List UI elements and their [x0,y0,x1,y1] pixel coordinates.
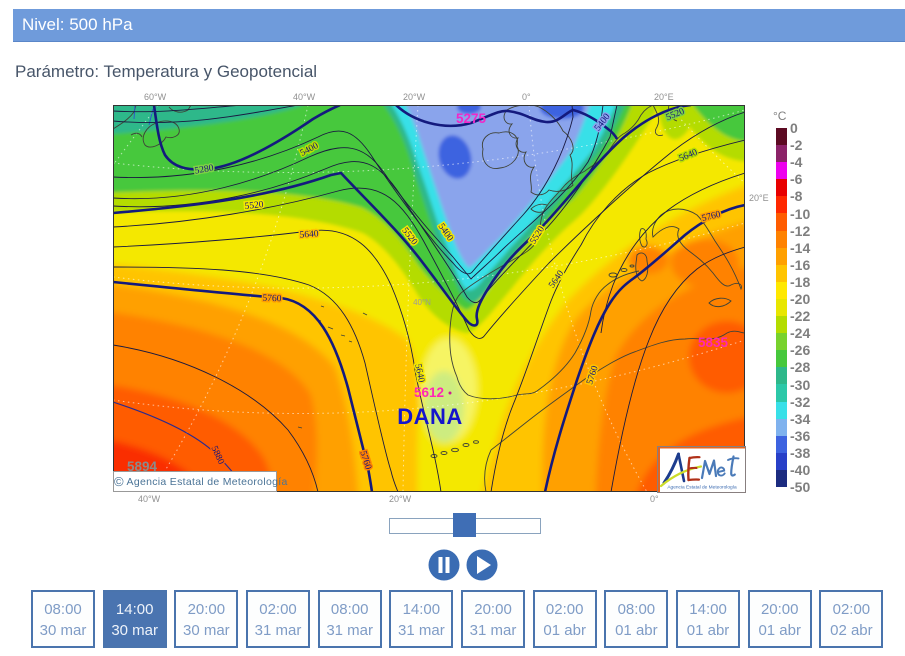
svg-text:5640: 5640 [412,363,426,384]
svg-text:5894: 5894 [127,459,158,474]
svg-text:5275: 5275 [456,111,487,126]
svg-text:5612: 5612 [414,385,444,400]
svg-text:5760: 5760 [262,294,282,305]
svg-text:5835: 5835 [698,335,729,350]
svg-text:5520: 5520 [244,200,264,212]
svg-text:5640: 5640 [299,229,319,240]
svg-text:40°N: 40°N [413,298,431,307]
svg-text:Agencia Estatal de Meteorologí: Agencia Estatal de Meteorología [667,485,737,491]
svg-text:DANA: DANA [397,404,463,429]
